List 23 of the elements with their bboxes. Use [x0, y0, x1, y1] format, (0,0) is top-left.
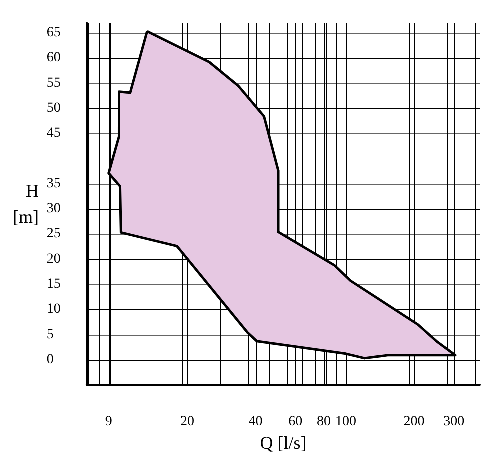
- y-tick-label: 35: [46, 176, 61, 192]
- y-tick-label: 10: [46, 302, 61, 318]
- y-tick-label: 25: [46, 226, 61, 242]
- y-tick-label: 65: [46, 26, 61, 41]
- y-tick-label: 50: [46, 100, 61, 116]
- y-axis-title: H [m]: [12, 181, 39, 228]
- x-tick-label: 40: [248, 414, 263, 430]
- y-tick-label: 45: [46, 126, 61, 142]
- y-tick-label: 60: [46, 50, 61, 66]
- x-tick-label: 300: [444, 414, 465, 430]
- y-tick-label: 55: [46, 76, 61, 91]
- x-tick-label: 80: [317, 414, 332, 430]
- x-tick-label: 9: [105, 414, 112, 430]
- y-tick-label: 30: [46, 202, 61, 217]
- y-tick-label: 5: [46, 327, 54, 342]
- x-tick-label: 20: [180, 414, 194, 430]
- y-tick-label: 20: [46, 252, 61, 267]
- x-tick-label: 100: [335, 414, 356, 430]
- x-tick-label: 200: [404, 414, 425, 430]
- x-tick-label: 60: [288, 414, 303, 430]
- x-axis-title: Q [l/s]: [260, 433, 307, 453]
- y-tick-label: 15: [46, 277, 61, 292]
- y-tick-label: 0: [46, 352, 54, 368]
